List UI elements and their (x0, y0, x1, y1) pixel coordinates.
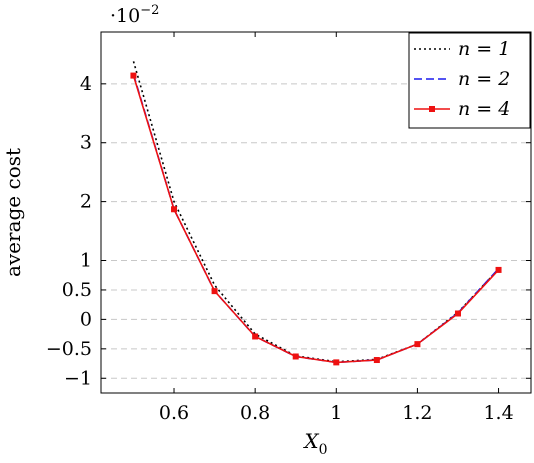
y-scale-label: ·10−2 (110, 3, 159, 27)
x-tick-label: 1 (330, 402, 342, 424)
data-point (414, 341, 421, 348)
series-layer (130, 61, 502, 366)
plot-frame (100, 31, 532, 394)
x-tick-label: 1.4 (483, 402, 513, 424)
series-line (132, 75, 500, 364)
data-point (252, 333, 259, 340)
y-scale-exponent: −2 (140, 3, 159, 18)
x-tick-label: 0.6 (159, 402, 189, 424)
legend-marker (429, 106, 435, 112)
x-axis-title-subscript: 0 (319, 442, 328, 458)
y-axis-title: average cost (1, 148, 25, 277)
data-point (333, 359, 340, 366)
x-tick-label: 1.2 (402, 402, 432, 424)
y-tick-label: 0 (80, 308, 92, 330)
x-axis-ticks: 0.6 0.8 1 1.2 1.4 (159, 32, 514, 424)
x-axis-title: X0 (302, 429, 327, 458)
y-axis-ticks: −1 −0.5 0 0.5 1 2 3 4 (46, 73, 531, 389)
data-point (211, 288, 218, 295)
legend-label: n = 2 (458, 68, 510, 90)
y-tick-label: 1 (80, 249, 92, 271)
grid-lines (101, 83, 531, 379)
y-tick-label: 4 (80, 73, 92, 95)
data-point (495, 266, 502, 273)
y-tick-label: 2 (80, 191, 92, 213)
legend-label: n = 1 (458, 38, 510, 60)
data-point (454, 310, 461, 317)
data-point (171, 206, 178, 213)
data-point (130, 72, 137, 79)
data-point (292, 353, 299, 360)
data-point (373, 357, 380, 364)
x-tick-label: 0.8 (240, 402, 270, 424)
legend-label: n = 4 (458, 98, 510, 120)
y-tick-label: −0.5 (46, 338, 92, 360)
y-tick-label: 0.5 (62, 279, 92, 301)
y-tick-label: 3 (80, 132, 92, 154)
legend: n = 1 n = 2 n = 4 (408, 32, 531, 129)
y-tick-label: −1 (64, 367, 92, 389)
